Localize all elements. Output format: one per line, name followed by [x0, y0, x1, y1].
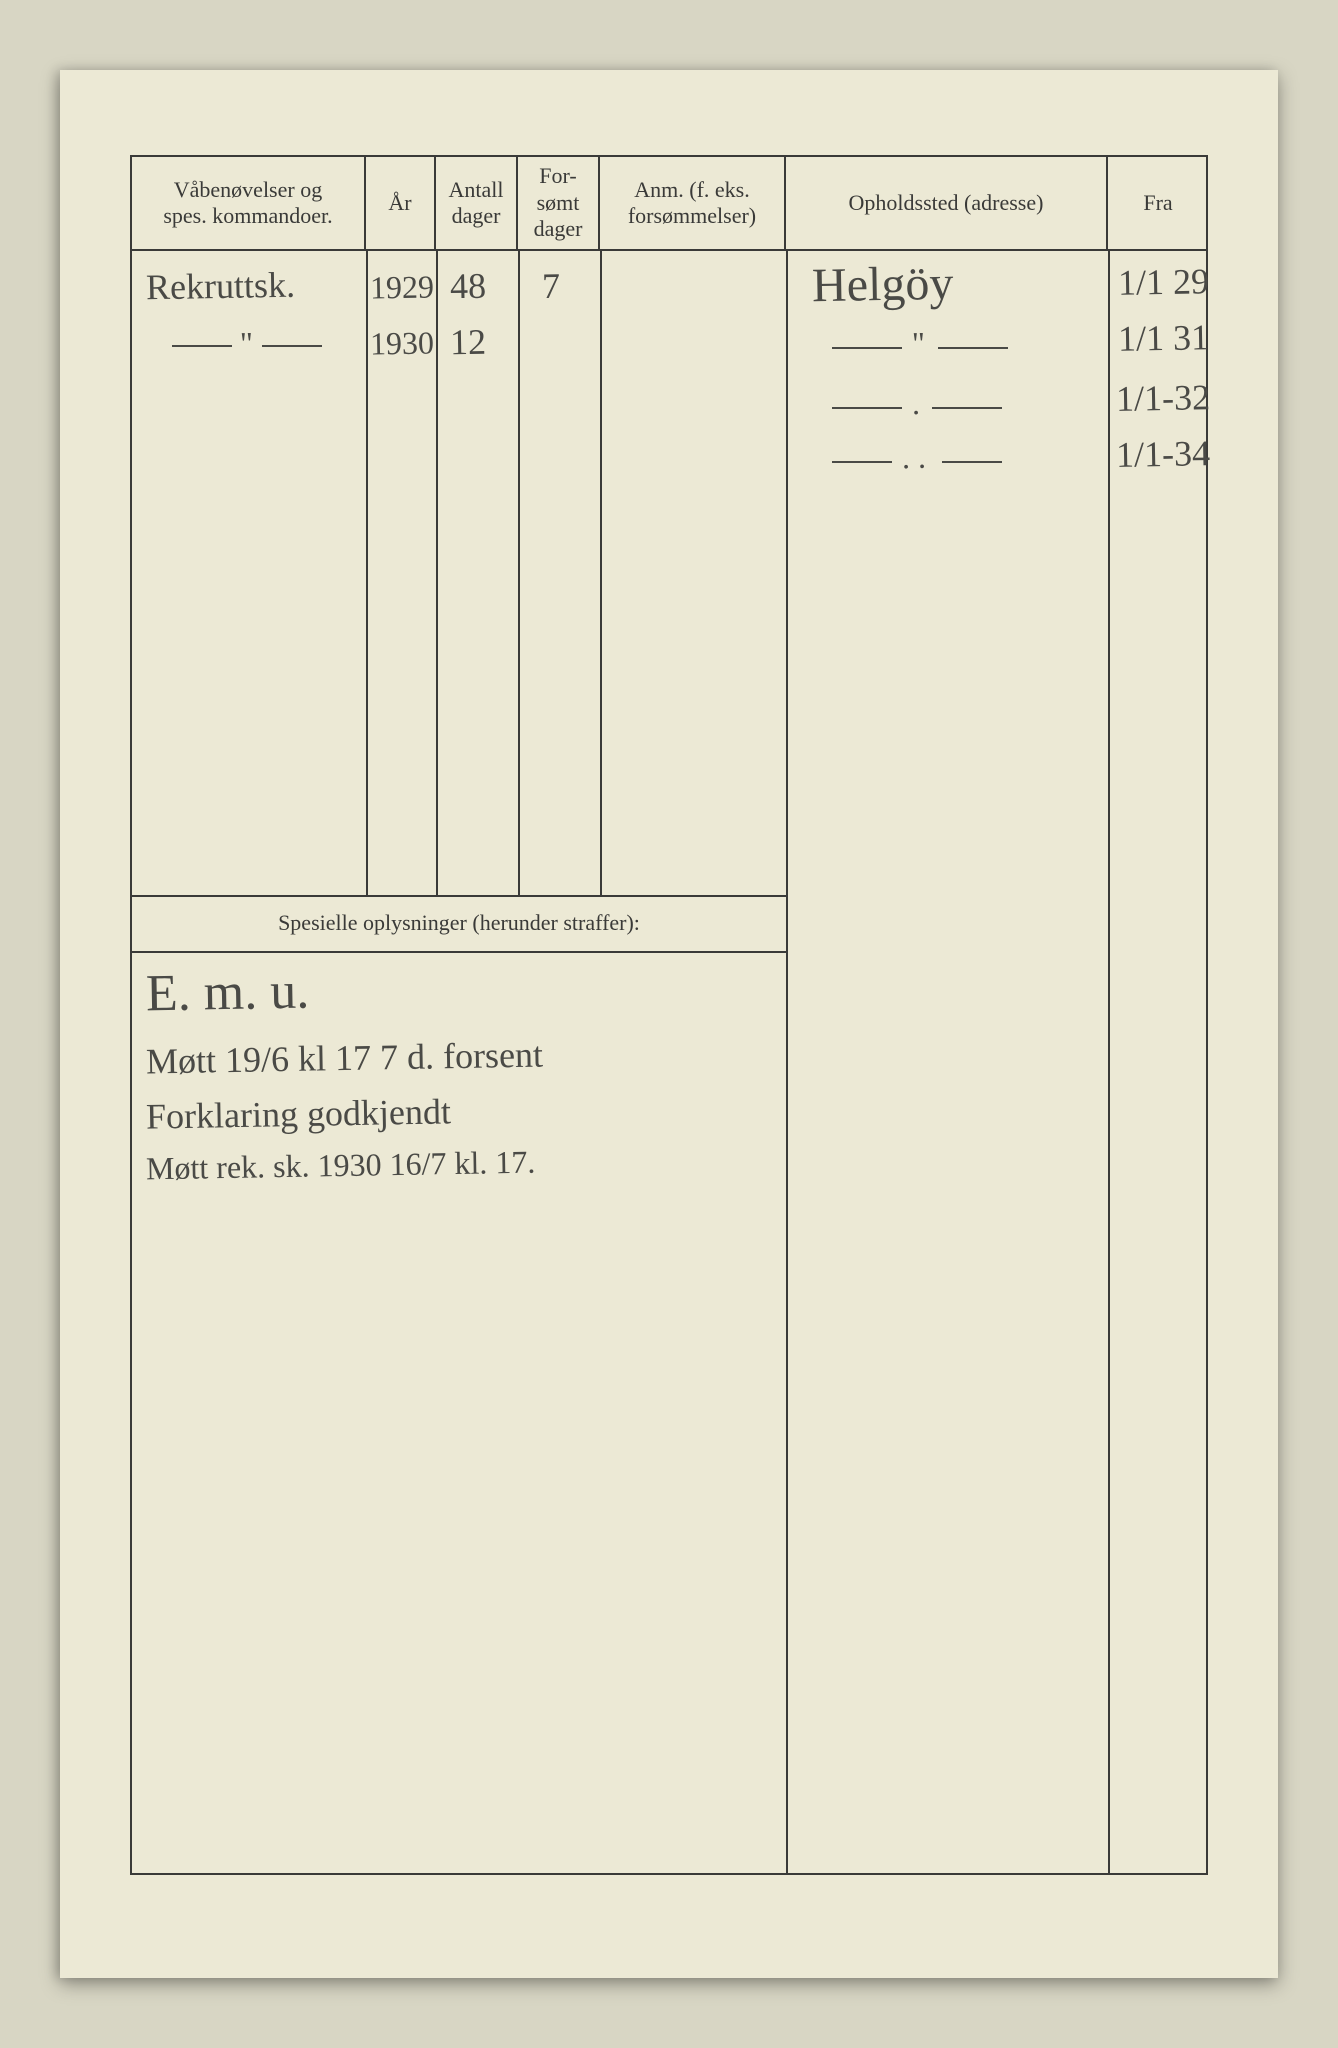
divider — [366, 251, 368, 895]
col-header-aar: År — [366, 157, 436, 249]
hw-fra-4: 1/1-34 — [1116, 432, 1211, 476]
col-header-forsomt: For-sømtdager — [518, 157, 600, 249]
ditto-mark — [832, 407, 902, 409]
hw-antall-1: 48 — [450, 265, 487, 308]
hw-aar-2: 1930 — [370, 324, 435, 362]
hw-fra-3: 1/1-32 — [1116, 376, 1211, 420]
ditto-mark — [832, 461, 892, 463]
hw-opphold-1: Helgöy — [812, 256, 954, 313]
hw-vaben-1: Rekruttsk. — [146, 264, 296, 309]
col-header-anm: Anm. (f. eks.forsømmelser) — [600, 157, 786, 249]
hw-note-4: Møtt rek. sk. 1930 16/7 kl. 17. — [146, 1144, 536, 1188]
form-frame: Våbenøvelser ogspes. kommandoer. År Anta… — [130, 155, 1208, 1875]
divider — [786, 251, 788, 1873]
hw-note-2: Møtt 19/6 kl 17 7 d. forsent — [146, 1034, 544, 1083]
hw-antall-2: 12 — [450, 321, 487, 364]
ditto-mark — [172, 345, 232, 347]
hw-note-3: Forklaring godkjendt — [146, 1090, 452, 1137]
col-header-fra: Fra — [1108, 157, 1208, 249]
divider — [1108, 251, 1110, 1873]
divider — [436, 251, 438, 895]
special-section-label: Spesielle oplysninger (herunder straffer… — [278, 910, 640, 936]
hw-note-1: E. m. u. — [145, 962, 309, 1024]
divider — [518, 251, 520, 895]
table-header: Våbenøvelser ogspes. kommandoer. År Anta… — [132, 157, 1206, 251]
hw-aar-1: 1929 — [370, 268, 435, 306]
divider — [600, 251, 602, 895]
ditto-mark — [938, 347, 1008, 349]
special-section-header: Spesielle oplysninger (herunder straffer… — [132, 895, 786, 953]
hw-forsomt-1: 7 — [542, 265, 561, 307]
col-header-vaben: Våbenøvelser ogspes. kommandoer. — [132, 157, 366, 249]
col-header-antall: Antalldager — [436, 157, 518, 249]
col-header-opphold: Opholdssted (adresse) — [786, 157, 1108, 249]
ditto-mark — [262, 345, 322, 347]
document-page: Våbenøvelser ogspes. kommandoer. År Anta… — [60, 70, 1278, 1978]
ditto-mark — [942, 461, 1002, 463]
hw-fra-2: 1/1 31 — [1118, 316, 1210, 360]
ditto-mark — [932, 407, 1002, 409]
ditto-mark — [832, 347, 902, 349]
hw-fra-1: 1/1 29 — [1118, 260, 1210, 304]
